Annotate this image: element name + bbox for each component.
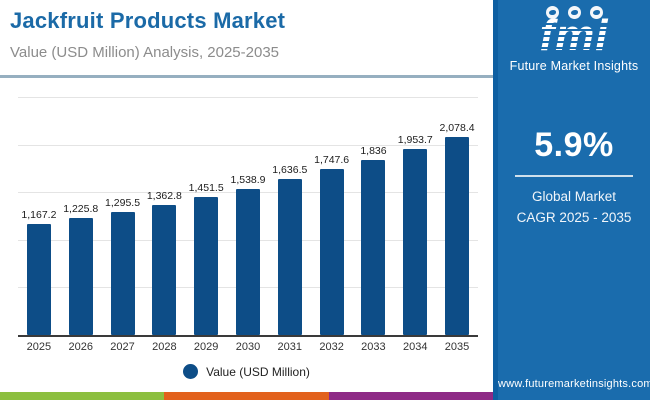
x-axis-label-2027: 2027 (110, 341, 135, 353)
globe-icon (567, 6, 581, 19)
bar-2035: 2,078.4 (440, 122, 475, 335)
x-axis-labels: 2025 2026 2027 2028 2029 2030 2031 2032 2033 2034… (18, 341, 478, 353)
cagr-label-line2: CAGR 2025 - 2035 (516, 209, 632, 225)
cagr-block: 5.9% Global Market CAGR 2025 - 2035 (498, 126, 650, 229)
bar-value-label: 1,747.6 (314, 153, 350, 166)
x-axis-label-2025: 2025 (26, 341, 52, 353)
globe-icon (545, 6, 559, 19)
footer-stripe-segment-2 (164, 392, 329, 400)
bar-value-label: 1,538.9 (230, 173, 266, 186)
x-axis-label-2028: 2028 (152, 341, 177, 353)
legend-marker-icon (183, 364, 199, 379)
logo-globes (498, 6, 650, 19)
cagr-label-line1: Global Market (531, 189, 617, 204)
gridline (18, 144, 478, 146)
chart-section: Jackfruit Products Market Value (USD Mil… (0, 8, 493, 400)
globe-icon (589, 6, 603, 19)
bar-value-label: 1,451.5 (188, 181, 224, 194)
bar-2028: 1,362.8 (147, 190, 182, 335)
bar-value-label: 1,167.2 (21, 208, 57, 221)
x-axis-label-2030: 2030 (235, 341, 261, 353)
x-axis-label-2032: 2032 (319, 341, 344, 353)
bar-value-label: 1,953.7 (397, 134, 433, 147)
bar-value-label: 2,078.4 (439, 122, 475, 135)
website-url: www.futuremarketinsights.com (498, 378, 650, 390)
bar-2026: 1,225.8 (63, 203, 98, 335)
x-axis-label-2026: 2026 (68, 341, 93, 353)
bar-2031: 1,636.5 (272, 164, 307, 335)
bar-2029: 1,451.5 (189, 182, 224, 335)
sidebar: fmi Future Market Insights 5.9% Global M… (493, 0, 650, 400)
bar-value-label: 1,362.8 (146, 190, 182, 203)
legend: Value (USD Million) (0, 364, 493, 379)
bar-2025: 1,167.2 (21, 209, 56, 335)
logo-caption: Future Market Insights (509, 58, 639, 73)
page-subtitle: Value (USD Million) Analysis, 2025-2035 (10, 44, 280, 61)
bar-2030: 1,538.9 (230, 174, 266, 335)
footer-stripe-segment-3 (328, 392, 493, 400)
cagr-divider (515, 175, 633, 177)
cagr-label: Global Market CAGR 2025 - 2035 (498, 187, 650, 229)
logo-text: fmi (533, 11, 615, 60)
footer-stripe-segment-1 (0, 392, 165, 400)
bar-2032: 1,747.6 (314, 154, 349, 335)
gridline (18, 97, 478, 98)
page-title: Jackfruit Products Market (10, 8, 286, 33)
x-axis-label-2029: 2029 (193, 341, 219, 353)
cagr-value: 5.9% (534, 126, 614, 164)
x-axis-label-2031: 2031 (277, 341, 303, 353)
x-axis-label-2034: 2034 (402, 341, 428, 353)
bar-2034: 1,953.7 (398, 134, 433, 335)
bar-value-label: 1,836 (360, 145, 387, 158)
x-axis-line (18, 335, 478, 337)
footer-stripe (0, 392, 493, 400)
x-axis-label-2033: 2033 (361, 341, 386, 353)
fmi-logo: fmi Future Market Insights (498, 0, 650, 73)
bar-value-label: 1,295.5 (105, 196, 141, 209)
bar-2033: 1,836 (360, 145, 387, 335)
bar-2027: 1,295.5 (105, 197, 140, 335)
bar-value-label: 1,636.5 (272, 164, 308, 177)
header-divider (0, 75, 493, 78)
x-axis-label-2035: 2035 (444, 341, 470, 353)
legend-label: Value (USD Million) (206, 364, 310, 379)
plot-area: 1,167.2 1,225.8 1,295.5 1,362.8 1,451.5 1,538… (18, 97, 478, 337)
bar-value-label: 1,225.8 (63, 203, 99, 216)
